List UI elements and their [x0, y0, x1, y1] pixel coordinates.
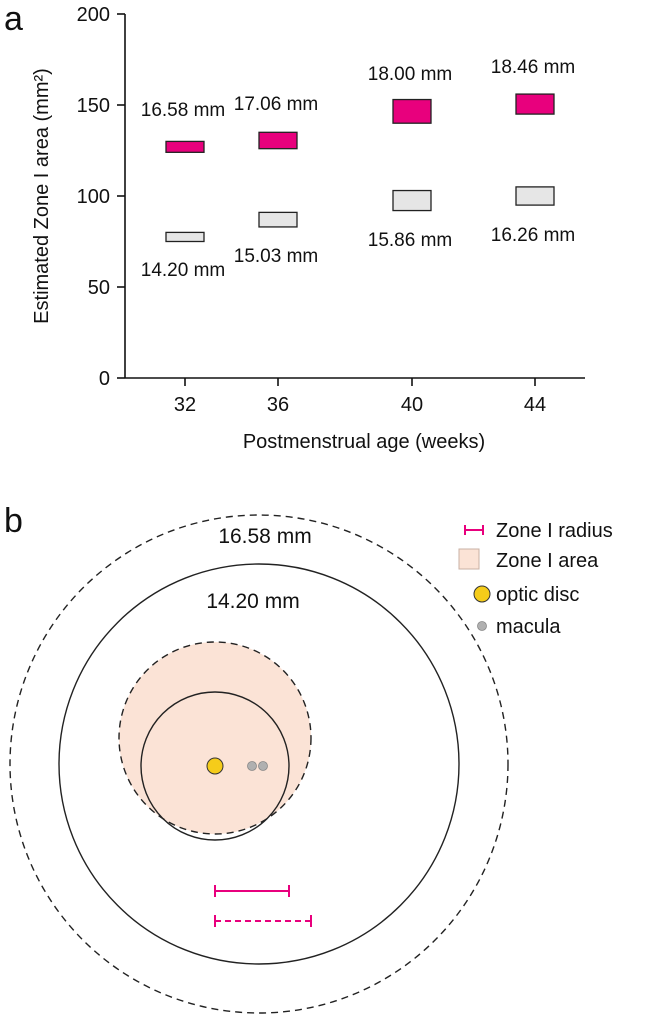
x-tick-label: 32	[174, 394, 196, 416]
bar-lower-label: 14.20 mm	[141, 260, 225, 281]
panel-a-label: a	[4, 0, 23, 38]
bar-lower-label: 15.03 mm	[234, 246, 318, 267]
optic-disc-dot-icon	[473, 585, 491, 603]
bar-upper	[258, 131, 298, 150]
zone-area-dashed-circle	[118, 641, 312, 835]
y-axis-title: Estimated Zone I area (mm²)	[31, 68, 53, 324]
bar-upper-label: 17.06 mm	[234, 94, 318, 115]
zone-diagram: 16.58 mm 14.20 mm	[9, 514, 509, 1014]
legend-label-optic-disc: optic disc	[496, 584, 579, 606]
x-tick-label: 36	[267, 394, 289, 416]
macula-dot-icon	[477, 621, 487, 631]
zone-area-square-icon	[458, 548, 480, 570]
bar-lower-label: 16.26 mm	[491, 225, 575, 246]
y-tick-label: 150	[77, 95, 110, 117]
outer-dashed-label: 16.58 mm	[218, 525, 311, 548]
x-tick-label: 40	[401, 394, 423, 416]
y-tick-label: 200	[77, 4, 110, 26]
x-ticks: 32 36 40 44	[174, 378, 546, 416]
radius-lines	[214, 885, 312, 927]
bar-upper	[392, 98, 432, 124]
bar-lower	[515, 186, 555, 206]
outer-dashed-circle	[9, 514, 509, 1014]
bar-lower	[392, 189, 432, 212]
legend-label-zone-area: Zone I area	[496, 550, 599, 572]
bar-upper-label: 18.46 mm	[491, 57, 575, 78]
optic-disc	[206, 757, 224, 775]
bar-lower-label: 15.86 mm	[368, 230, 452, 251]
bar-lower	[258, 211, 298, 228]
zone-area-chart: 0 50 100 150 200 32 36 40 44 16.58 mm 17.06 mm 18…	[31, 4, 585, 453]
outer-solid-label: 14.20 mm	[206, 590, 299, 613]
bar-upper	[165, 140, 205, 153]
bar-upper-label: 18.00 mm	[368, 64, 452, 85]
panel-b-label: b	[4, 502, 23, 540]
y-tick-label: 0	[99, 368, 110, 390]
legend: Zone I radius Zone I area optic disc mac…	[458, 520, 613, 638]
legend-label-radius: Zone I radius	[496, 520, 613, 542]
bar-lower	[165, 231, 205, 243]
macula-dot	[258, 761, 268, 771]
bars: 16.58 mm 17.06 mm 18.00 mm 18.46 mm 14.20 mm…	[141, 57, 575, 281]
outer-solid-circle	[58, 563, 460, 965]
x-axis-title: Postmenstrual age (weeks)	[243, 431, 485, 453]
zone-area-solid-circle	[140, 691, 290, 841]
macula-dot	[247, 761, 257, 771]
bar-upper	[515, 93, 555, 115]
y-tick-label: 100	[77, 186, 110, 208]
y-tick-label: 50	[88, 277, 110, 299]
legend-label-macula: macula	[496, 616, 561, 638]
bar-upper-label: 16.58 mm	[141, 100, 225, 121]
y-ticks: 0 50 100 150 200	[77, 4, 125, 390]
x-tick-label: 44	[524, 394, 546, 416]
